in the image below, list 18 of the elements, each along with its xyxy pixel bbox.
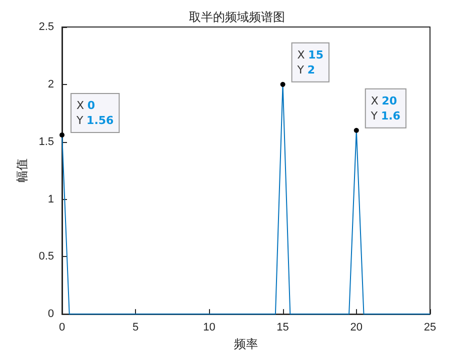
x-tick-label: 10	[203, 322, 216, 334]
y-tick-label: 1.5	[38, 136, 54, 148]
x-tick-label: 15	[276, 322, 289, 334]
y-tick-label: 2	[48, 78, 54, 90]
y-tick-label: 2.5	[38, 21, 54, 33]
y-axis-title: 幅值	[14, 158, 29, 183]
annotation: X 0 Y 1.56	[76, 98, 114, 127]
x-axis-title: 频率	[234, 337, 258, 351]
x-tick-label: 5	[132, 322, 139, 334]
y-tick-label: 0	[48, 308, 54, 320]
y-tick-label: 0.5	[38, 250, 54, 263]
x-tick-label: 0	[58, 322, 66, 334]
chart-title: 取半的频域频谱图	[189, 10, 285, 24]
annotation: X 20 Y 1.6	[370, 94, 401, 122]
x-tick-label: 20	[350, 322, 363, 334]
y-tick-label: 1	[48, 193, 54, 206]
x-tick-label: 25	[424, 322, 436, 334]
annotation: X 15 Y 2	[296, 48, 324, 76]
